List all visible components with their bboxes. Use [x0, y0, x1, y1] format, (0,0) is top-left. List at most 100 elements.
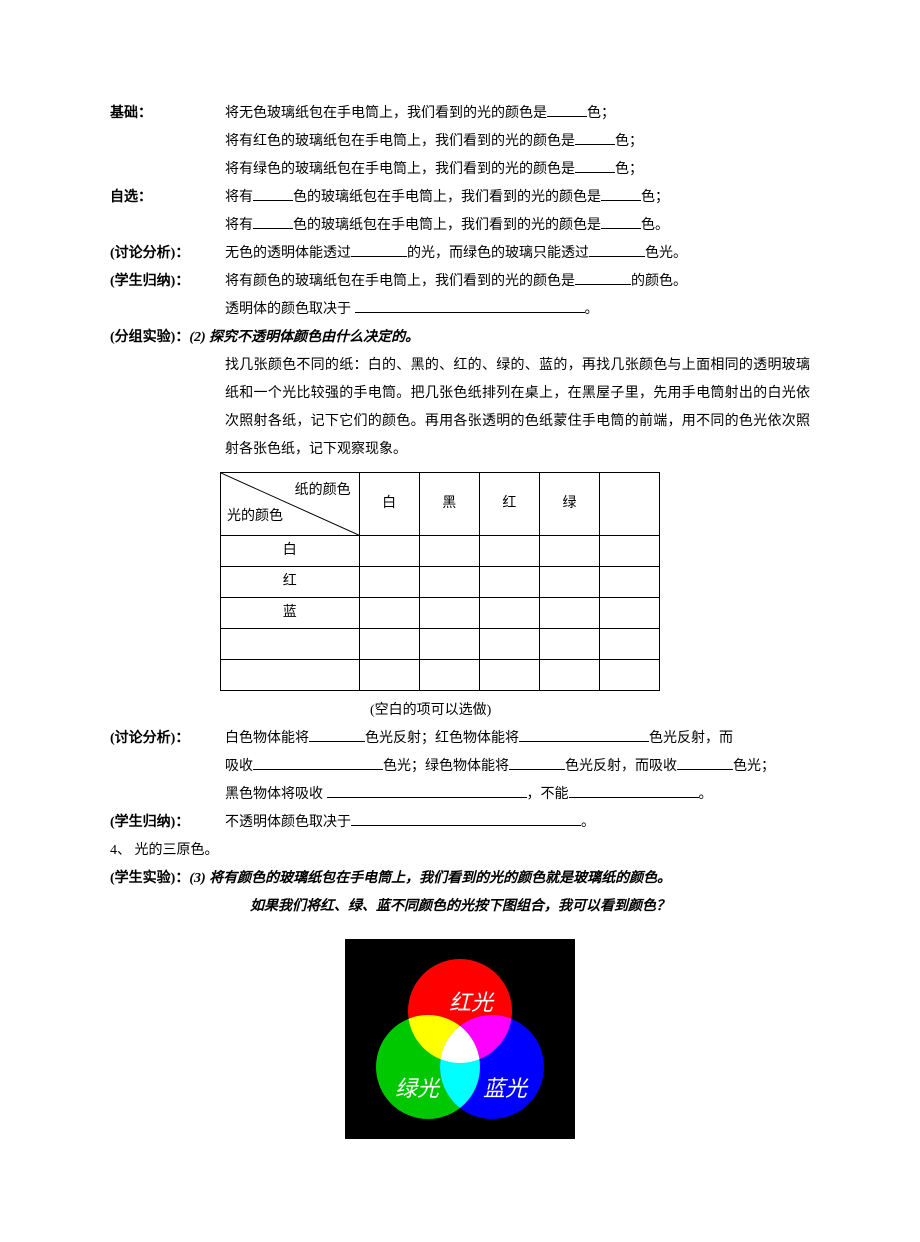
- cell[interactable]: [479, 567, 539, 598]
- cell[interactable]: [419, 567, 479, 598]
- group-exp-para: 找几张颜色不同的纸：白的、黑的、红的、绿的、蓝的，再找几张颜色与上面相同的透明玻…: [225, 352, 810, 464]
- s1-l2pre: 透明体的颜色取决于: [225, 302, 351, 317]
- blank[interactable]: [253, 186, 293, 201]
- venn-label: 绿光: [395, 1067, 439, 1111]
- col-h-4: [600, 473, 660, 536]
- cell[interactable]: [359, 567, 419, 598]
- d1-p1: 无色的透明体能透过: [225, 246, 351, 261]
- row-h-4: [221, 660, 360, 691]
- diag-bot: 光的颜色: [227, 503, 283, 531]
- cell[interactable]: [539, 660, 599, 691]
- cell[interactable]: [600, 629, 660, 660]
- cell[interactable]: [539, 567, 599, 598]
- cell[interactable]: [359, 660, 419, 691]
- opt2-p3: 色。: [641, 218, 669, 233]
- cell[interactable]: [359, 536, 419, 567]
- table-row: 蓝: [221, 598, 660, 629]
- optional-line-1: 自选： 将有 色的玻璃纸包在手电筒上，我们看到的光的颜色是 色；: [110, 184, 810, 212]
- d2-l2d: 色光；: [733, 759, 775, 774]
- blank[interactable]: [569, 783, 699, 798]
- blank[interactable]: [677, 755, 733, 770]
- opt1-p1: 将有: [225, 190, 253, 205]
- d2-l1a: 白色物体能将: [225, 731, 309, 746]
- cell[interactable]: [539, 629, 599, 660]
- cell[interactable]: [479, 598, 539, 629]
- cell[interactable]: [600, 567, 660, 598]
- cell[interactable]: [479, 660, 539, 691]
- cell[interactable]: [419, 660, 479, 691]
- optional-line-2: 将有 色的玻璃纸包在手电筒上，我们看到的光的颜色是 色。: [110, 212, 810, 240]
- col-h-3: 绿: [539, 473, 599, 536]
- blank[interactable]: [589, 242, 645, 257]
- basic-label: 基础：: [110, 106, 152, 121]
- col-h-1: 黑: [419, 473, 479, 536]
- row-h-1: 红: [221, 567, 360, 598]
- opt1-p2: 色的玻璃纸包在手电筒上，我们看到的光的颜色是: [293, 190, 601, 205]
- blank[interactable]: [519, 727, 649, 742]
- summary2-label: (学生归纳)：: [110, 815, 189, 830]
- s1-p2: 的颜色。: [631, 274, 687, 289]
- d2-l2a: 吸收: [225, 759, 253, 774]
- summary2-line: (学生归纳)： 不透明体颜色取决于。: [110, 809, 810, 837]
- cell[interactable]: [539, 598, 599, 629]
- opt1-p3: 色；: [641, 190, 669, 205]
- basic-line-3: 将有绿色的玻璃纸包在手电筒上，我们看到的光的颜色是色；: [110, 156, 810, 184]
- blank[interactable]: [547, 102, 587, 117]
- basic-3-suf: 色；: [615, 162, 643, 177]
- group-exp-para-row: 找几张颜色不同的纸：白的、黑的、红的、绿的、蓝的，再找几张颜色与上面相同的透明玻…: [110, 352, 810, 464]
- summary1-line1: (学生归纳)： 将有颜色的玻璃纸包在手电筒上，我们看到的光的颜色是的颜色。: [110, 268, 810, 296]
- cell[interactable]: [419, 629, 479, 660]
- cell[interactable]: [539, 536, 599, 567]
- cell[interactable]: [600, 660, 660, 691]
- opt2-p1: 将有: [225, 218, 253, 233]
- cell[interactable]: [479, 629, 539, 660]
- basic-1-pre: 将无色玻璃纸包在手电筒上，我们看到的光的颜色是: [225, 106, 547, 121]
- student-exp-sub: 如果我们将红、绿、蓝不同颜色的光按下图组合，我可以看到颜色？: [250, 893, 670, 921]
- color-observation-table: 纸的颜色 光的颜色 白 黑 红 绿 白 红 蓝: [220, 472, 660, 691]
- blank[interactable]: [355, 298, 585, 313]
- blank[interactable]: [327, 783, 527, 798]
- venn-svg: [345, 939, 575, 1139]
- cell[interactable]: [479, 536, 539, 567]
- basic-line-1: 基础： 将无色玻璃纸包在手电筒上，我们看到的光的颜色是 色；: [110, 100, 810, 128]
- blank[interactable]: [309, 727, 365, 742]
- blank[interactable]: [509, 755, 565, 770]
- blank[interactable]: [253, 214, 293, 229]
- section-4-heading: 4、 光的三原色。: [110, 837, 810, 865]
- optional-label: 自选：: [110, 190, 152, 205]
- basic-1-suf: 色；: [587, 106, 615, 121]
- blank[interactable]: [575, 130, 615, 145]
- cell[interactable]: [419, 536, 479, 567]
- s2-p2: 。: [581, 815, 595, 830]
- rgb-venn-diagram: 红光绿光蓝光: [345, 939, 575, 1139]
- cell[interactable]: [600, 598, 660, 629]
- blank[interactable]: [253, 755, 383, 770]
- d2-l1c: 色光反射，而: [649, 731, 733, 746]
- row-h-3: [221, 629, 360, 660]
- cell[interactable]: [419, 598, 479, 629]
- student-exp-label: (学生实验)：: [110, 865, 189, 893]
- blank[interactable]: [575, 158, 615, 173]
- blank[interactable]: [601, 214, 641, 229]
- basic-2-suf: 色；: [615, 134, 643, 149]
- blank[interactable]: [351, 811, 581, 826]
- row-h-2: 蓝: [221, 598, 360, 629]
- blank[interactable]: [575, 270, 631, 285]
- discuss1-label: (讨论分析)：: [110, 246, 189, 261]
- blank[interactable]: [601, 186, 641, 201]
- d2-l3b: ，不能: [527, 787, 569, 802]
- s1-p1: 将有颜色的玻璃纸包在手电筒上，我们看到的光的颜色是: [225, 274, 575, 289]
- cell[interactable]: [600, 536, 660, 567]
- summary1-line2: 透明体的颜色取决于 。: [110, 296, 810, 324]
- discuss1-line: (讨论分析)： 无色的透明体能透过的光，而绿色的玻璃只能透过色光。: [110, 240, 810, 268]
- opt2-p2: 色的玻璃纸包在手电筒上，我们看到的光的颜色是: [293, 218, 601, 233]
- table-header-row: 纸的颜色 光的颜色 白 黑 红 绿: [221, 473, 660, 536]
- cell[interactable]: [359, 629, 419, 660]
- discuss2-line3: 黑色物体将吸收 ，不能。: [110, 781, 810, 809]
- cell[interactable]: [359, 598, 419, 629]
- group-exp-title: (分组实验)： (2) 探究不透明体颜色由什么决定的。: [110, 324, 810, 352]
- col-h-2: 红: [479, 473, 539, 536]
- table-row: 白: [221, 536, 660, 567]
- student-exp-title: (学生实验)： (3) 将有颜色的玻璃纸包在手电筒上，我们看到的光的颜色就是玻璃…: [110, 865, 810, 893]
- blank[interactable]: [351, 242, 407, 257]
